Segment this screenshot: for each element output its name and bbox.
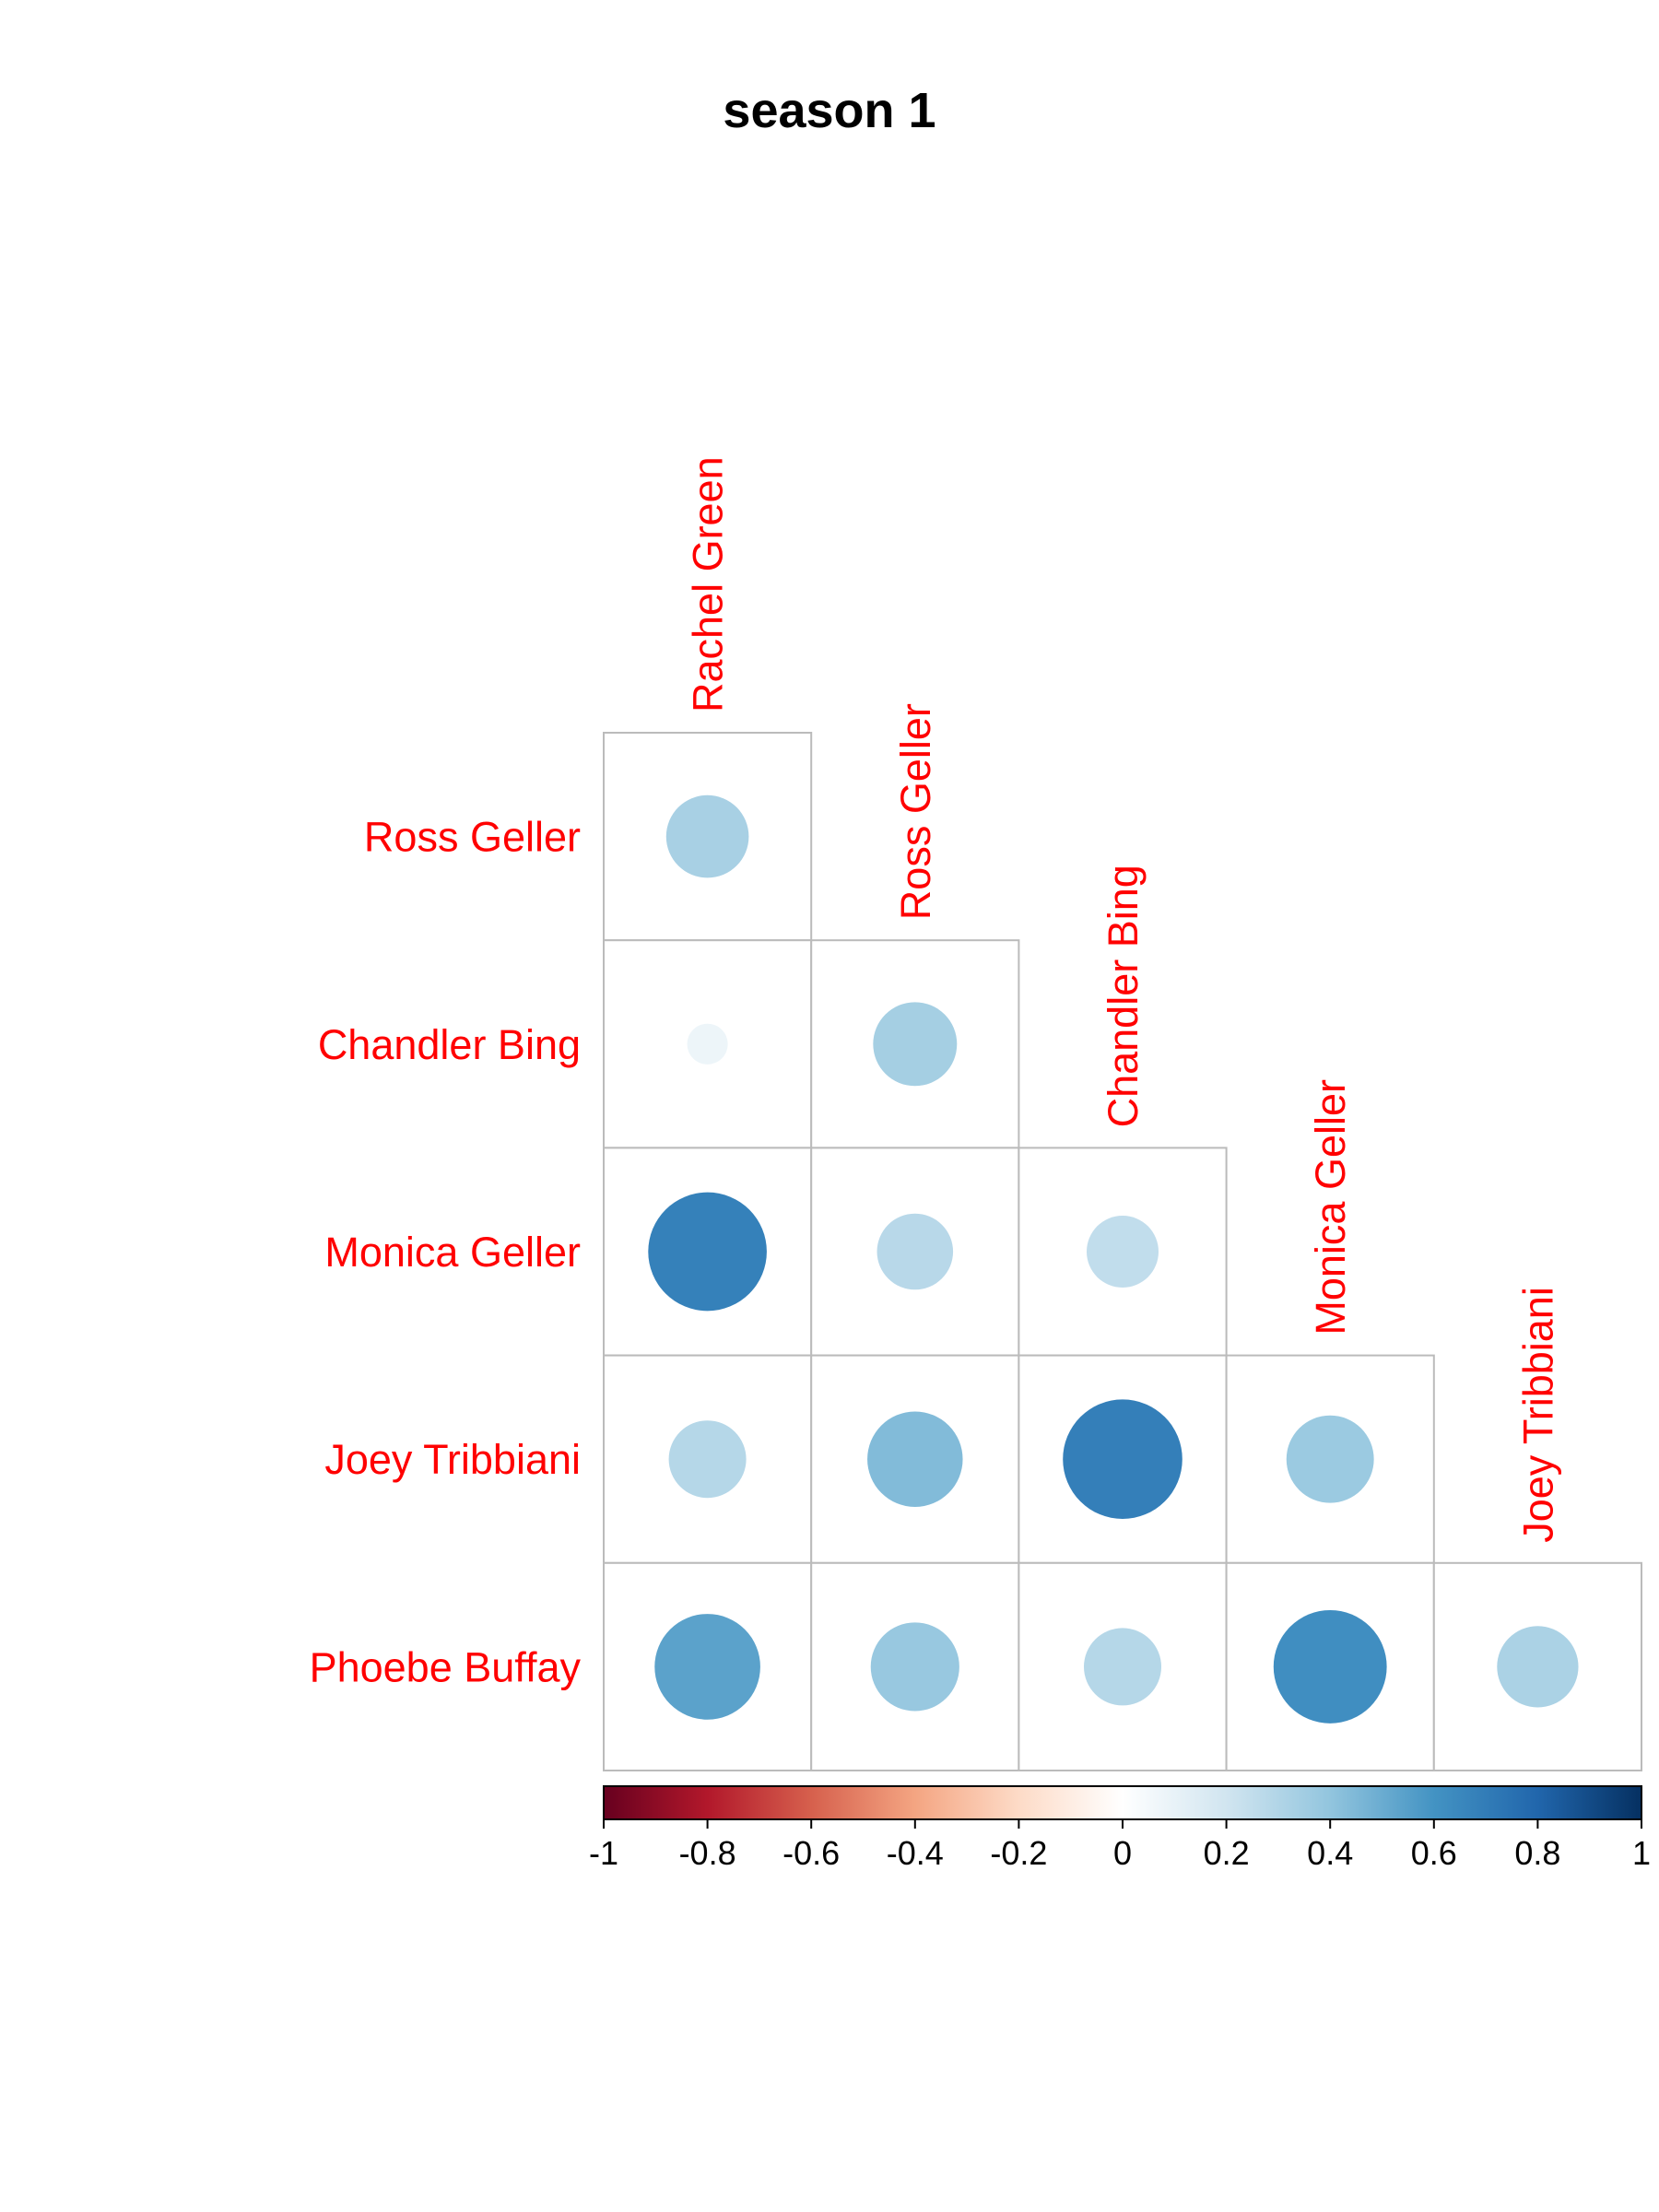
row-label: Joey Tribbiani	[324, 1436, 581, 1483]
color-legend-bar	[603, 1785, 1642, 1820]
color-legend-ticks: -1 -0.8 -0.6 -0.4 -0.2 0 0.2 0.4 0.6 0.8 1	[589, 1819, 1651, 1872]
correlation-circle-monica-geller-chandler-bing	[1087, 1216, 1159, 1288]
correlation-circle-joey-tribbiani-monica-geller	[1286, 1415, 1374, 1503]
correlation-circle-chandler-bing-rachel-green	[687, 1023, 728, 1065]
row-label: Chandler Bing	[318, 1021, 581, 1068]
color-legend-tick-label: 0.8	[1514, 1834, 1560, 1872]
color-legend-tick-label: -0.2	[990, 1834, 1047, 1872]
color-legend-tick-label: -1	[589, 1834, 618, 1872]
correlation-circle-joey-tribbiani-ross-geller	[867, 1411, 963, 1507]
column-label: Joey Tribbiani	[1514, 1287, 1561, 1543]
chart-title: season 1	[723, 83, 935, 138]
grid-cell	[1432, 1561, 1643, 1772]
correlation-grid	[603, 732, 1643, 1772]
correlation-circle-phoebe-buffay-rachel-green	[654, 1614, 760, 1720]
row-label: Ross Geller	[364, 814, 581, 861]
color-legend-tick-label: 1	[1632, 1834, 1651, 1872]
row-label: Monica Geller	[324, 1229, 581, 1276]
correlation-circle-phoebe-buffay-monica-geller	[1273, 1609, 1387, 1724]
correlation-circle-phoebe-buffay-joey-tribbiani	[1497, 1626, 1579, 1708]
correlation-circle-ross-geller-rachel-green	[665, 794, 749, 878]
color-legend-tick-label: -0.8	[679, 1834, 736, 1872]
row-label: Phoebe Buffay	[310, 1643, 582, 1690]
color-legend-tick-label: 0.6	[1411, 1834, 1457, 1872]
column-label: Rachel Green	[685, 456, 732, 712]
color-legend-tick-label: -0.6	[782, 1834, 840, 1872]
correlation-circle-monica-geller-rachel-green	[648, 1192, 767, 1312]
color-legend-tick-label: 0.2	[1204, 1834, 1250, 1872]
color-legend: -1 -0.8 -0.6 -0.4 -0.2 0 0.2 0.4 0.6 0.8 1	[589, 1785, 1651, 1872]
color-legend-tick-label: 0	[1113, 1834, 1132, 1872]
column-labels: Rachel Green Ross Geller Chandler Bing Moni…	[685, 456, 1562, 1542]
column-label: Chandler Bing	[1100, 865, 1147, 1127]
grid-cell	[810, 1561, 1020, 1772]
color-legend-tick-label: 0.4	[1307, 1834, 1353, 1872]
row-labels: Ross Geller Chandler Bing Monica Geller Joe…	[310, 814, 582, 1691]
color-legend-tick-label: -0.4	[887, 1834, 944, 1872]
correlation-circle-phoebe-buffay-chandler-bing	[1083, 1628, 1162, 1706]
correlation-circle-chandler-bing-ross-geller	[873, 1002, 958, 1087]
correlation-circle-phoebe-buffay-ross-geller	[870, 1622, 959, 1712]
correlation-circle-joey-tribbiani-chandler-bing	[1063, 1399, 1182, 1519]
correlation-circle-joey-tribbiani-rachel-green	[668, 1420, 747, 1499]
correlation-circle-monica-geller-ross-geller	[877, 1213, 954, 1290]
column-label: Ross Geller	[892, 703, 939, 920]
column-label: Monica Geller	[1307, 1079, 1354, 1335]
